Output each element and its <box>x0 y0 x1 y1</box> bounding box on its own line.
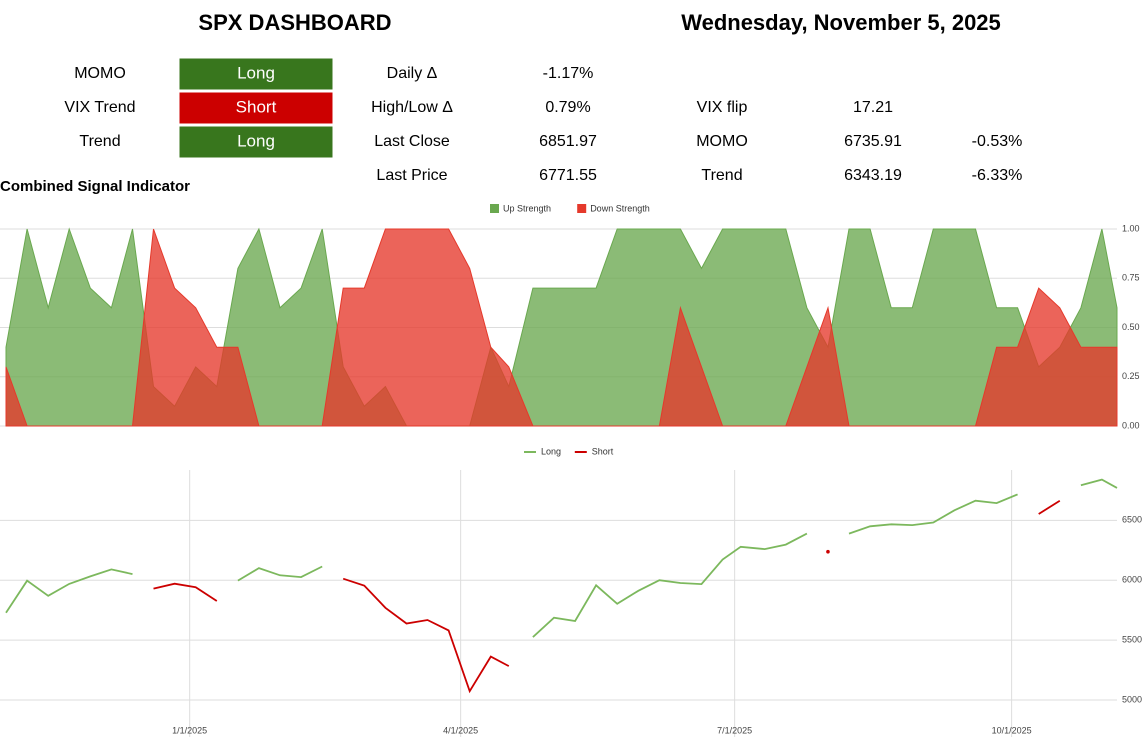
y-tick-label: 6500 <box>1122 515 1142 525</box>
level-value: 17.21 <box>853 99 893 116</box>
stat-label: Last Close <box>374 133 450 150</box>
y-tick-label: 6000 <box>1122 575 1142 585</box>
signal-label: MOMO <box>74 65 126 82</box>
stat-value: 0.79% <box>545 99 590 116</box>
y-tick-label: 0.00 <box>1122 420 1140 430</box>
legend-label: Long <box>541 446 561 456</box>
line <box>532 532 808 638</box>
signal-value: Short <box>236 97 277 116</box>
line <box>1080 478 1118 489</box>
y-tick-label: 5500 <box>1122 635 1142 645</box>
signal-label: Trend <box>79 133 120 150</box>
level-value: 6343.19 <box>844 167 902 184</box>
stat-label: Daily Δ <box>387 65 438 82</box>
x-tick-label: 1/1/2025 <box>172 725 207 735</box>
level-change: -6.33% <box>972 167 1023 184</box>
level-label: VIX flip <box>697 99 748 116</box>
x-tick-label: 4/1/2025 <box>443 725 478 735</box>
level-label: MOMO <box>696 133 748 150</box>
stat-value: 6771.55 <box>539 167 597 184</box>
y-tick-label: 5000 <box>1122 694 1142 704</box>
level-change: -0.53% <box>972 133 1023 150</box>
stat-label: High/Low Δ <box>371 99 453 116</box>
legend-label: Up Strength <box>503 203 551 213</box>
x-tick-label: 10/1/2025 <box>992 725 1032 735</box>
area <box>5 228 1118 427</box>
line <box>5 568 133 614</box>
x-tick-label: 7/1/2025 <box>717 725 752 735</box>
line <box>848 493 1018 535</box>
page-title: SPX DASHBOARD <box>198 10 391 35</box>
y-tick-label: 1.00 <box>1122 223 1140 233</box>
stat-value: 6851.97 <box>539 133 597 150</box>
legend-swatch <box>577 204 587 213</box>
line <box>237 565 323 582</box>
level-label: Trend <box>701 167 742 184</box>
signal-label: VIX Trend <box>64 99 135 116</box>
y-tick-label: 0.50 <box>1122 322 1140 332</box>
section-title: Combined Signal Indicator <box>0 178 190 195</box>
line <box>1038 499 1061 515</box>
y-tick-label: 0.25 <box>1122 371 1140 381</box>
signal-value: Long <box>237 63 275 82</box>
signal-value: Long <box>237 131 275 150</box>
level-value: 6735.91 <box>844 133 902 150</box>
signal-box <box>178 91 334 125</box>
stat-value: -1.17% <box>543 65 594 82</box>
line <box>153 582 218 602</box>
legend-swatch <box>490 204 499 213</box>
page-date: Wednesday, November 5, 2025 <box>681 10 1001 35</box>
y-tick-label: 0.75 <box>1122 273 1140 283</box>
legend-label: Short <box>592 446 614 456</box>
legend-label: Down Strength <box>590 203 650 213</box>
signal-box <box>178 57 334 91</box>
stat-label: Last Price <box>376 167 447 184</box>
line-point <box>826 549 830 554</box>
line <box>342 577 510 694</box>
signal-box <box>178 125 334 159</box>
